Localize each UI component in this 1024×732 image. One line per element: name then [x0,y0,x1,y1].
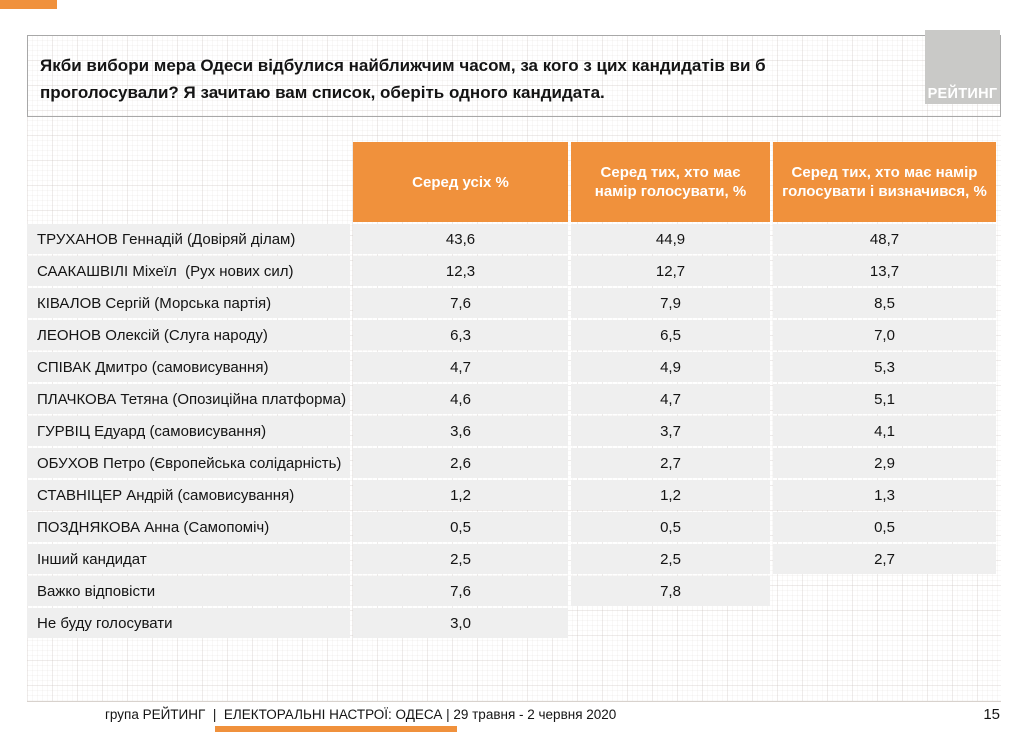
value-cell: 2,6 [353,448,568,478]
value-cell: 7,9 [571,288,770,318]
value-cell: 2,5 [571,544,770,574]
value-cell: 43,6 [353,224,568,254]
value-cell: 0,5 [571,512,770,542]
table-row: ПОЗДНЯКОВА Анна (Самопоміч) 0,5 0,5 0,5 [27,512,996,542]
header-cell-among-all: Серед усіх % [353,142,568,222]
table-row: СПІВАК Дмитро (самовисування) 4,7 4,9 5,3 [27,352,996,382]
candidate-name-cell: Не буду голосувати [27,608,350,638]
candidate-name-cell: СААКАШВІЛІ Міхеїл (Рух нових сил) [27,256,350,286]
candidate-name-cell: КІВАЛОВ Сергій (Морська партія) [27,288,350,318]
value-cell: 7,6 [353,288,568,318]
table-row: Інший кандидат 2,5 2,5 2,7 [27,544,996,574]
value-cell: 48,7 [773,224,996,254]
candidate-name-cell: ПОЗДНЯКОВА Анна (Самопоміч) [27,512,350,542]
value-cell: 6,5 [571,320,770,350]
table-row: КІВАЛОВ Сергій (Морська партія) 7,6 7,9 8,5 [27,288,996,318]
table-row: ОБУХОВ Петро (Європейська солідарність) 2… [27,448,996,478]
empty-cell [571,608,770,638]
rating-logo: РЕЙТИНГ [925,30,1000,104]
candidate-name-cell: Інший кандидат [27,544,350,574]
value-cell: 4,7 [571,384,770,414]
value-cell: 0,5 [773,512,996,542]
footer-text: група РЕЙТИНГ | ЕЛЕКТОРАЛЬНІ НАСТРОЇ: ОД… [105,707,617,722]
value-cell: 13,7 [773,256,996,286]
header-cell-intend-to-vote: Серед тих, хто має намір голосувати, % [571,142,770,222]
value-cell: 4,1 [773,416,996,446]
value-cell: 4,6 [353,384,568,414]
table-body: ТРУХАНОВ Геннадій (Довіряй ділам) 43,6 44,… [27,224,996,640]
table-row: СААКАШВІЛІ Міхеїл (Рух нових сил) 12,3 12,… [27,256,996,286]
value-cell: 44,9 [571,224,770,254]
candidate-name-cell: СПІВАК Дмитро (самовисування) [27,352,350,382]
table-row: ПЛАЧКОВА Тетяна (Опозиційна платформа) 4,… [27,384,996,414]
value-cell: 1,2 [353,480,568,510]
empty-cell [773,576,996,606]
header-cell-intend-and-decided: Серед тих, хто має намір голосувати і ви… [773,142,996,222]
value-cell: 12,7 [571,256,770,286]
table-row: ТРУХАНОВ Геннадій (Довіряй ділам) 43,6 44,… [27,224,996,254]
table-row: Важко відповісти 7,6 7,8 [27,576,996,606]
accent-bar-top-left [0,0,57,9]
question-text: Якби вибори мера Одеси відбулися найближ… [40,56,766,102]
value-cell: 1,3 [773,480,996,510]
value-cell: 12,3 [353,256,568,286]
value-cell: 0,5 [353,512,568,542]
candidate-name-cell: ГУРВІЦ Едуард (самовисування) [27,416,350,446]
value-cell: 3,0 [353,608,568,638]
candidate-name-cell: ПЛАЧКОВА Тетяна (Опозиційна платформа) [27,384,350,414]
table-row: ГУРВІЦ Едуард (самовисування) 3,6 3,7 4,1 [27,416,996,446]
table-header-row: Серед усіх % Серед тих, хто має намір го… [27,142,996,222]
value-cell: 2,7 [773,544,996,574]
candidate-name-cell: ТРУХАНОВ Геннадій (Довіряй ділам) [27,224,350,254]
page-number: 15 [983,706,1000,723]
table-row: ЛЕОНОВ Олексій (Слуга народу) 6,3 6,5 7,0 [27,320,996,350]
value-cell: 2,9 [773,448,996,478]
value-cell: 4,7 [353,352,568,382]
value-cell: 7,6 [353,576,568,606]
value-cell: 5,1 [773,384,996,414]
value-cell: 7,0 [773,320,996,350]
footer-accent-underline [215,726,457,732]
value-cell: 1,2 [571,480,770,510]
value-cell: 6,3 [353,320,568,350]
value-cell: 4,9 [571,352,770,382]
value-cell: 3,7 [571,416,770,446]
candidate-name-cell: СТАВНІЦЕР Андрій (самовисування) [27,480,350,510]
header-spacer-cell [27,142,350,222]
table-row: СТАВНІЦЕР Андрій (самовисування) 1,2 1,2 1,… [27,480,996,510]
candidate-name-cell: ЛЕОНОВ Олексій (Слуга народу) [27,320,350,350]
value-cell: 8,5 [773,288,996,318]
value-cell: 2,5 [353,544,568,574]
value-cell: 7,8 [571,576,770,606]
candidate-name-cell: Важко відповісти [27,576,350,606]
value-cell: 2,7 [571,448,770,478]
question-box: Якби вибори мера Одеси відбулися найближ… [27,35,1001,117]
value-cell: 3,6 [353,416,568,446]
table-row: Не буду голосувати 3,0 [27,608,996,638]
empty-cell [773,608,996,638]
rating-logo-text: РЕЙТИНГ [927,86,998,102]
value-cell: 5,3 [773,352,996,382]
candidate-name-cell: ОБУХОВ Петро (Європейська солідарність) [27,448,350,478]
